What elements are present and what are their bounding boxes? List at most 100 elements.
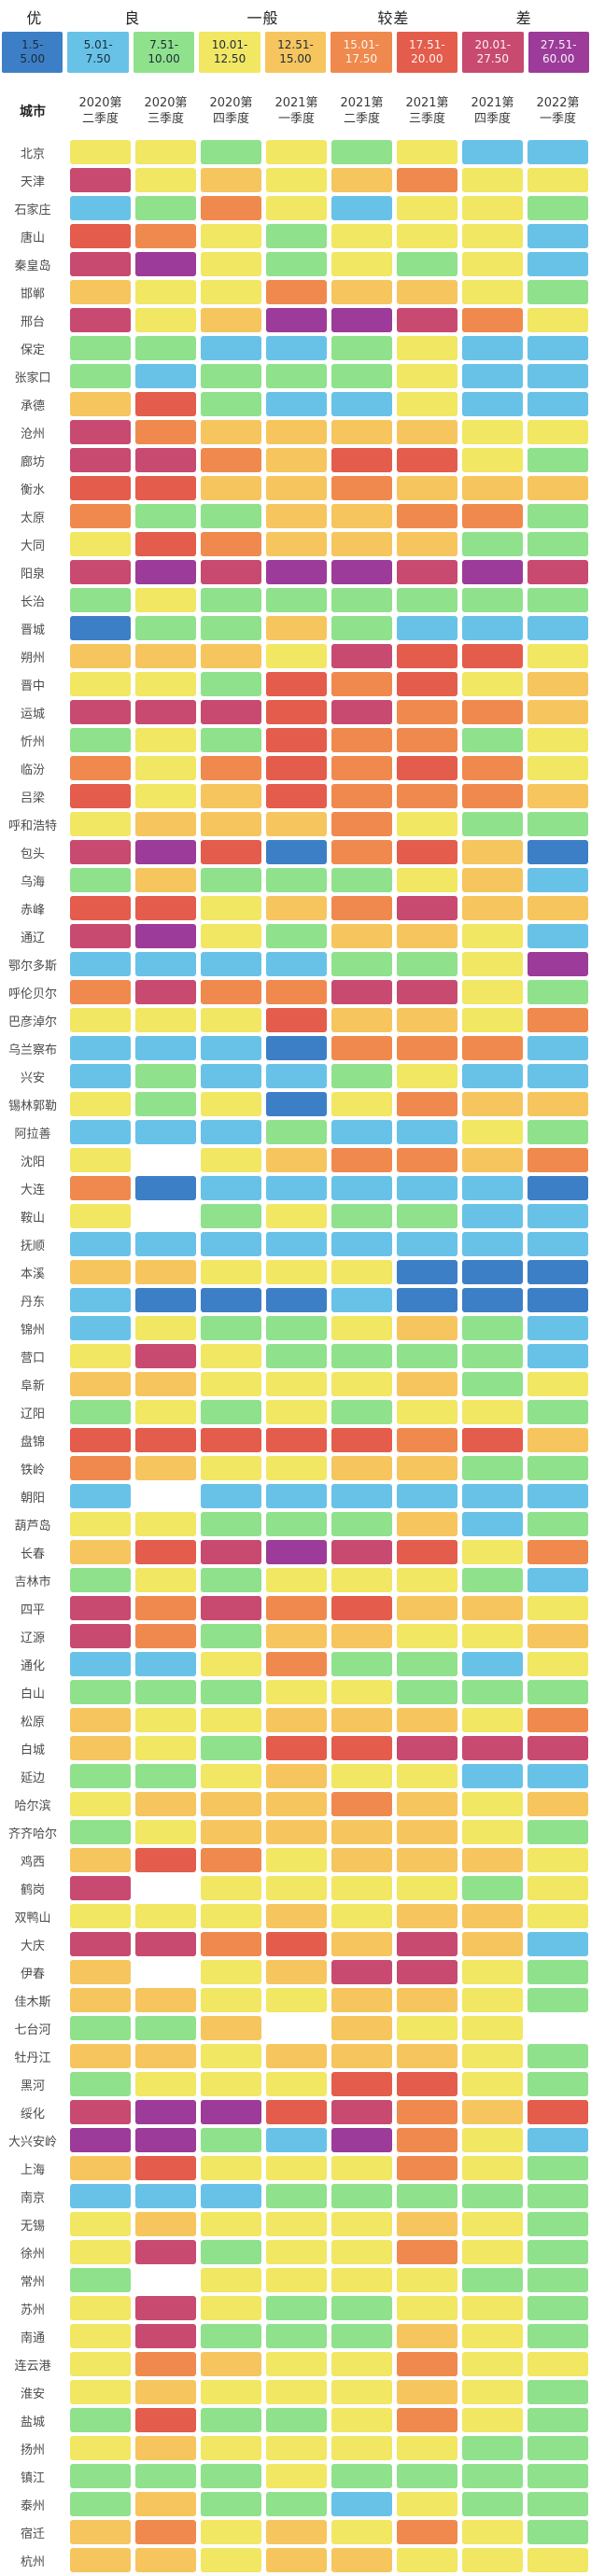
heatmap-cell [135, 336, 196, 360]
heatmap-cell [70, 420, 131, 444]
heatmap-cell [397, 1764, 457, 1788]
heatmap-cell [266, 2380, 327, 2404]
table-row: 通辽 [0, 924, 591, 948]
heatmap-cell [201, 1568, 261, 1592]
table-row: 盐城 [0, 2408, 591, 2432]
heatmap-cell [528, 728, 588, 752]
heatmap-cell [397, 1316, 457, 1340]
heatmap-cell [266, 560, 327, 584]
heatmap-cell [266, 924, 327, 948]
legend: 优 良 一般 较差 差 1.5- 5.00 5.01- 7.50 7.51- 10.00 1… [0, 0, 591, 73]
table-row: 呼伦贝尔 [0, 980, 591, 1004]
heatmap-cell [462, 924, 523, 948]
heatmap-cell [462, 1708, 523, 1732]
heatmap-cell [266, 1232, 327, 1256]
heatmap-cell [397, 1176, 457, 1200]
table-row: 连云港 [0, 2352, 591, 2376]
table-row: 营口 [0, 1344, 591, 1368]
heatmap-cell [266, 1316, 327, 1340]
heatmap-cell [266, 1512, 327, 1536]
legend-bin-range-end: 7.50 [85, 52, 111, 65]
heatmap-cell [70, 2128, 131, 2152]
heatmap-cell [528, 1092, 588, 1116]
heatmap-cell [331, 1456, 392, 1480]
heatmap-cell [331, 1624, 392, 1648]
heatmap-cell [70, 560, 131, 584]
heatmap-cell [528, 1288, 588, 1312]
heatmap-cell [397, 1512, 457, 1536]
heatmap-cell [331, 1820, 392, 1844]
column-header: 2021第 一季度 [266, 95, 327, 127]
heatmap-cell [528, 448, 588, 472]
heatmap-cell [462, 2548, 523, 2572]
heatmap-cell [462, 2016, 523, 2040]
city-label: 吕梁 [20, 791, 45, 805]
heatmap-cell [70, 1036, 131, 1060]
column-header-year: 2022第 [536, 96, 580, 110]
heatmap-cell [70, 1344, 131, 1368]
table-row: 杭州 [0, 2548, 591, 2572]
heatmap-cell [462, 1820, 523, 1844]
heatmap-cell [266, 2548, 327, 2572]
table-row: 绥化 [0, 2100, 591, 2124]
heatmap-cell [70, 2324, 131, 2348]
heatmap-cell [528, 2436, 588, 2460]
heatmap-cell [266, 2184, 327, 2208]
heatmap-cell [266, 700, 327, 724]
heatmap-cell [462, 1232, 523, 1256]
heatmap-cell [201, 1120, 261, 1144]
heatmap-cell [266, 1708, 327, 1732]
heatmap-cell [528, 2240, 588, 2264]
heatmap-cell [528, 1064, 588, 1088]
heatmap-cell [397, 1456, 457, 1480]
city-label: 阜新 [20, 1379, 45, 1393]
heatmap-cell [266, 2352, 327, 2376]
city-label: 沧州 [20, 427, 45, 441]
legend-category-good: 良 [124, 9, 141, 27]
heatmap-cell [397, 1960, 457, 1984]
heatmap-cell [135, 308, 196, 332]
table-row: 天津 [0, 168, 591, 192]
heatmap-cell [462, 1988, 523, 2012]
heatmap-cell [266, 812, 327, 836]
heatmap-cell [397, 2408, 457, 2432]
heatmap-cell [201, 2408, 261, 2432]
city-label: 沈阳 [20, 1155, 45, 1169]
table-row: 阜新 [0, 1372, 591, 1396]
heatmap-cell [201, 924, 261, 948]
table-row: 邢台 [0, 308, 591, 332]
heatmap-cell [135, 2240, 196, 2264]
heatmap-cell [201, 2520, 261, 2544]
heatmap-cell [462, 2268, 523, 2292]
heatmap-cell [331, 392, 392, 416]
heatmap-cell [331, 2380, 392, 2404]
heatmap-cell [70, 168, 131, 192]
heatmap-cell [201, 980, 261, 1004]
table-row: 锡林郭勒 [0, 1092, 591, 1116]
heatmap-cell [528, 2184, 588, 2208]
heatmap-cell [201, 1484, 261, 1508]
table-row: 伊春 [0, 1960, 591, 1984]
legend-bin: 5.01- 7.50 [67, 32, 129, 73]
heatmap-cell [397, 1540, 457, 1564]
legend-bin: 15.01- 17.50 [331, 32, 392, 73]
heatmap-cell [528, 476, 588, 500]
heatmap-cell [331, 728, 392, 752]
heatmap-cell [135, 2016, 196, 2040]
heatmap-cell [331, 1204, 392, 1228]
heatmap-cell [201, 2492, 261, 2516]
heatmap-cell [397, 924, 457, 948]
heatmap-cell-empty [135, 1148, 196, 1172]
heatmap-cell [462, 616, 523, 640]
city-label: 盘锦 [20, 1435, 45, 1449]
table-row: 运城 [0, 700, 591, 724]
heatmap-cell [331, 168, 392, 192]
heatmap-cell [528, 1456, 588, 1480]
table-row: 赤峰 [0, 896, 591, 920]
heatmap-cell [462, 2100, 523, 2124]
legend-bin-range-end: 15.00 [279, 52, 312, 65]
heatmap-cell [70, 868, 131, 892]
heatmap-cell [462, 1092, 523, 1116]
heatmap-cell [266, 1932, 327, 1956]
heatmap-cell [397, 308, 457, 332]
